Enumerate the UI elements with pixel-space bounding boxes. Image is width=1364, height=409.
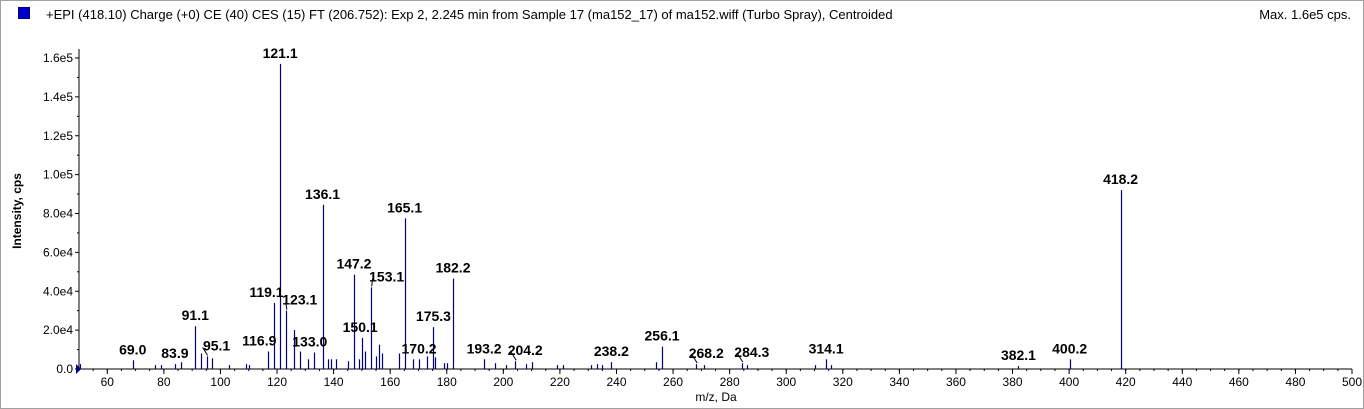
x-tick-label: 380 (1003, 375, 1023, 389)
peak-label: 123.1 (282, 292, 317, 308)
x-tick-label: 460 (1229, 375, 1249, 389)
x-tick-label: 120 (267, 375, 287, 389)
x-tick-label: 300 (776, 375, 796, 389)
x-tick-label: 100 (210, 375, 230, 389)
peak-label: 193.2 (467, 340, 502, 356)
x-tick-label: 60 (101, 375, 115, 389)
x-tick-label: 200 (493, 375, 513, 389)
peak-label-leader (510, 351, 517, 361)
y-tick-label: 4.0e4 (43, 284, 73, 298)
spectrum-title: +EPI (418.10) Charge (+0) CE (40) CES (1… (46, 7, 893, 22)
x-tick-label: 360 (946, 375, 966, 389)
y-tick-label: 1.2e5 (43, 129, 73, 143)
peak-label: 69.0 (119, 341, 146, 357)
peak-label-leader (737, 353, 744, 363)
x-tick-label: 500 (1342, 375, 1362, 389)
y-tick-label: 1.0e5 (43, 168, 73, 182)
peak-label-leader (285, 301, 288, 310)
peak-label: 83.9 (161, 345, 188, 361)
x-tick-label: 340 (889, 375, 909, 389)
peak-label: 95.1 (203, 337, 230, 353)
peak-label: 284.3 (734, 344, 769, 360)
peak-label: 153.1 (369, 268, 404, 284)
y-tick-label: 0.0 (56, 362, 73, 376)
x-tick-label: 160 (380, 375, 400, 389)
x-tick-label: 440 (1172, 375, 1192, 389)
peak-label: 204.2 (508, 342, 543, 358)
x-tick-label: 320 (833, 375, 853, 389)
peak-label: 119.1 (249, 284, 283, 300)
x-tick-label: 220 (550, 375, 570, 389)
series-legend-swatch[interactable] (18, 7, 30, 19)
x-tick-label: 180 (437, 375, 457, 389)
x-tick-label: 80 (157, 375, 171, 389)
peak-label: 256.1 (645, 328, 680, 344)
peak-label: 91.1 (182, 307, 209, 323)
peak-label: 121.1 (263, 45, 298, 61)
y-tick-label: 1.4e5 (43, 90, 73, 104)
peak-label: 400.2 (1052, 340, 1087, 356)
peak-label-leader (371, 278, 374, 287)
peak-label: 314.1 (809, 340, 844, 356)
peak-label: 268.2 (689, 345, 724, 361)
peak-label: 150.1 (343, 319, 378, 335)
peak-label: 147.2 (336, 256, 371, 272)
peak-label: 182.2 (435, 260, 470, 276)
peak-label: 136.1 (305, 186, 340, 202)
peak-label: 382.1 (1001, 347, 1036, 363)
peak-label-leader (691, 354, 698, 364)
x-tick-label: 260 (663, 375, 683, 389)
peak-label: 175.3 (416, 308, 451, 324)
peak-label-leader (202, 347, 209, 356)
axis-start-marker (76, 364, 81, 374)
peak-label: 116.9 (242, 333, 276, 349)
x-tick-label: 420 (1116, 375, 1136, 389)
max-intensity-label: Max. 1.6e5 cps. (1259, 7, 1351, 22)
peak-label: 170.2 (402, 340, 437, 356)
x-tick-label: 400 (1059, 375, 1079, 389)
y-tick-label: 2.0e4 (43, 323, 73, 337)
x-tick-label: 480 (1285, 375, 1305, 389)
y-tick-label: 8.0e4 (43, 207, 73, 221)
x-axis-label: m/z, Da (695, 390, 737, 404)
peak-label: 418.2 (1103, 171, 1138, 187)
x-tick-label: 240 (606, 375, 626, 389)
peak-label: 238.2 (594, 343, 629, 359)
x-tick-label: 140 (324, 375, 344, 389)
peak-label: 165.1 (387, 199, 422, 215)
peak-label: 133.0 (292, 333, 327, 349)
y-tick-label: 1.6e5 (43, 51, 73, 65)
x-tick-label: 280 (720, 375, 740, 389)
y-tick-label: 6.0e4 (43, 245, 73, 259)
